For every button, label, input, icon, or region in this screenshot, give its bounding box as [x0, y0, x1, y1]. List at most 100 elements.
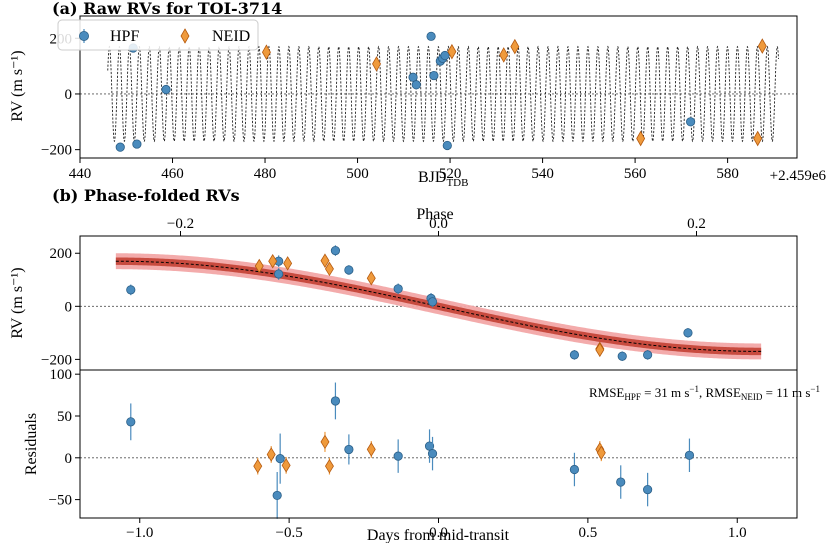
panel-a-xlabel-sub: TDB	[446, 177, 468, 189]
panel-b-neid-point	[324, 261, 334, 277]
panel-a-neid-point	[499, 47, 509, 63]
panel-a-xtick-label: 440	[69, 166, 92, 182]
residuals-neid-point	[366, 442, 376, 457]
panel-a-points	[115, 31, 767, 152]
panel-a-neid-point	[757, 38, 767, 54]
residuals-neid-point	[253, 458, 263, 474]
panel-a-offset-label: +2.459e6	[770, 168, 827, 184]
panel-a-hpf-point	[442, 140, 452, 151]
panel-b-phase-tick-label: 0.2	[687, 216, 706, 232]
rmse-part-5: NEID	[741, 392, 763, 402]
residuals-ticks: −1.0 −0.5 0.0 0.5 1.0 −50 0 50 100	[49, 367, 747, 541]
panel-a-neid-point	[636, 130, 646, 147]
residuals-ytick-label: 50	[57, 409, 72, 425]
panel-b-ytick-label: 0	[65, 299, 73, 315]
residuals-ytick-label: 0	[65, 451, 73, 467]
rmse-part-7: −1	[810, 384, 820, 394]
residuals-hpf-point	[126, 417, 136, 427]
residuals-ytick-label: 100	[50, 367, 73, 383]
residuals-hpf-point	[427, 449, 438, 459]
panel-a-neid-point	[372, 56, 381, 72]
rmse-part-1: HPF	[624, 392, 641, 402]
residuals-neid-point	[266, 447, 276, 462]
rmse-part-0: RMSE	[589, 385, 624, 400]
panel-a-hpf-point	[429, 70, 439, 81]
panel-b-neid-point	[268, 253, 278, 269]
residuals-hpf-point	[643, 484, 653, 495]
residuals-xlabel: Days from mid-transit	[367, 527, 510, 543]
residuals-hpf-point	[275, 454, 285, 464]
legend-hpf-marker	[79, 30, 90, 41]
residuals-hpf-point	[569, 464, 580, 475]
panel-b-hpf-point	[393, 284, 403, 294]
panel-a-neid-point	[447, 43, 457, 60]
panel-a-neid-point	[261, 44, 271, 61]
residuals-xtick-label: 1.0	[728, 525, 747, 541]
residuals-frame	[79, 369, 798, 519]
residuals-hpf-point	[344, 444, 354, 455]
panel-a-hpf-point	[426, 31, 436, 41]
panel-a-ytick-label: 0	[65, 87, 73, 103]
panel-a-xtick-label: 500	[346, 166, 369, 182]
panel-b-title: (b) Phase-folded RVs	[52, 186, 240, 205]
panel-b-hpf-point	[344, 265, 354, 275]
residuals-points	[80, 382, 797, 519]
residuals-hpf-point	[684, 450, 695, 460]
rmse-part-2: = 31 m s	[641, 385, 690, 400]
residuals-hpf-point	[272, 490, 282, 501]
panel-b-points	[126, 245, 693, 361]
residuals-hpf-point	[330, 396, 341, 406]
panel-b-neid-point	[254, 258, 264, 274]
legend-neid-label: NEID	[212, 28, 250, 45]
legend-hpf-label: HPF	[110, 28, 139, 45]
panel-a-hpf-point	[115, 142, 125, 152]
panel-b-hpf-point	[683, 328, 693, 338]
panel-b-neid-point	[595, 342, 605, 358]
panel-a-hpf-point	[411, 80, 421, 90]
panel-a-ylabel: RV (m s⁻¹)	[9, 50, 26, 121]
panel-b-hpf-point	[569, 350, 580, 360]
legend-neid-marker	[180, 28, 190, 44]
panel-b-phase-tick-label: 0.0	[429, 216, 448, 232]
panel-b-hpf-point	[126, 285, 136, 295]
residuals-neid-point	[281, 458, 291, 473]
residuals-xtick-label: 0.5	[579, 525, 598, 541]
panel-b-hpf-point	[274, 269, 284, 279]
residuals-xtick-label: −1.0	[126, 525, 153, 541]
panel-b-hpf-point	[617, 351, 627, 361]
residuals-xtick-label: −0.5	[276, 525, 303, 541]
residuals-neid-point	[320, 434, 330, 450]
panel-b-ytick-label: 200	[50, 246, 73, 262]
panel-a-xtick-label: 560	[624, 166, 647, 182]
panel-a-neid-point	[753, 130, 763, 147]
residuals-neid-point	[596, 445, 606, 461]
residuals-panel: −1.0 −0.5 0.0 0.5 1.0 −50 0 50 100 Residuals Day…	[23, 367, 820, 543]
panel-a-frame	[79, 15, 798, 159]
legend: HPF NEID	[57, 19, 259, 51]
panel-a-ytick-label: −200	[41, 143, 72, 159]
panel-b-top-axis-label: Phase	[416, 206, 453, 223]
residuals-hpf-point	[393, 451, 403, 461]
panel-b-model	[80, 253, 797, 360]
panel-b-neid-point	[283, 256, 293, 271]
rmse-annotation: RMSEHPF = 31 m s−1, RMSENEID = 11 m s−1	[589, 384, 820, 402]
panel-a-xlabel-main: BJD	[418, 169, 446, 186]
panel-a-xtick-label: 460	[161, 166, 184, 182]
panel-a-xtick-label: 480	[254, 166, 277, 182]
legend-box	[57, 19, 259, 51]
residuals-ytick-label: −50	[49, 493, 72, 509]
panel-b-model-line	[115, 260, 762, 352]
panel-b-hpf-point	[330, 245, 341, 256]
residuals-hpf-point	[616, 477, 626, 487]
panel-a-hpf-point	[132, 139, 142, 149]
panel-b-neid-point	[366, 270, 376, 286]
rmse-part-3: −1	[689, 384, 699, 394]
residuals-ylabel: Residuals	[23, 413, 40, 475]
panel-a-xtick-label: 520	[439, 166, 462, 182]
panel-a-hpf-point	[686, 117, 696, 127]
panel-a-xlabel: BJDTDB	[418, 169, 468, 189]
